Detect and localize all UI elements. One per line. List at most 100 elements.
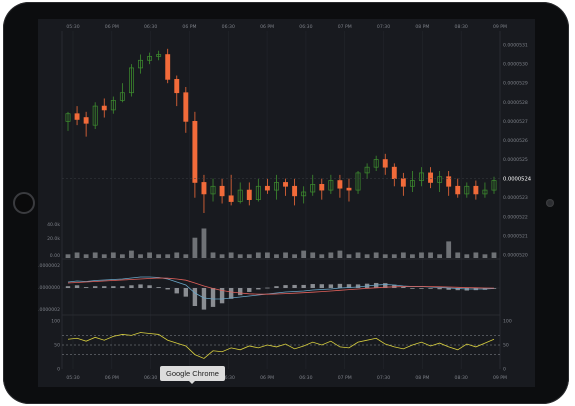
price-label: 0.0000520 bbox=[503, 253, 528, 259]
macd-histogram-bar bbox=[337, 283, 343, 288]
macd-histogram-bar bbox=[65, 286, 71, 288]
volume-bar bbox=[464, 254, 470, 258]
volume-bar bbox=[419, 252, 424, 258]
macd-histogram-bar bbox=[210, 288, 216, 307]
volume-bar bbox=[74, 252, 80, 258]
candle bbox=[255, 185, 261, 200]
macd-histogram-bar bbox=[274, 286, 279, 288]
home-button[interactable] bbox=[13, 192, 35, 214]
macd-histogram-bar bbox=[192, 288, 198, 306]
candle bbox=[283, 182, 288, 187]
macd-histogram-bar bbox=[165, 288, 170, 290]
candle bbox=[65, 113, 71, 122]
candle bbox=[219, 185, 225, 197]
macd-histogram-bar bbox=[355, 284, 361, 288]
macd-histogram-bar bbox=[346, 284, 352, 288]
volume-bar bbox=[174, 252, 180, 258]
candle bbox=[264, 185, 270, 191]
macd-label: 0.0000002 bbox=[38, 263, 60, 269]
candle bbox=[183, 92, 189, 122]
candle bbox=[228, 195, 234, 202]
volume-bar bbox=[283, 252, 288, 258]
rsi-right-label: 50 bbox=[503, 343, 509, 349]
price-chart[interactable]: 05:30 05:30 06 PM 06 PM 06:30 06:30 06 PM 06 PM… bbox=[38, 19, 535, 387]
price-label: 0.0000531 bbox=[503, 43, 528, 49]
volume-bar bbox=[219, 254, 225, 258]
candle bbox=[491, 180, 497, 191]
candle bbox=[373, 159, 379, 168]
price-label: 0.0000527 bbox=[503, 119, 528, 125]
time-label-bottom: 06:30 bbox=[299, 375, 312, 381]
macd-histogram-bar bbox=[219, 288, 225, 304]
camera-icon bbox=[546, 199, 554, 207]
rsi-line bbox=[67, 332, 495, 359]
volume-bar bbox=[65, 254, 71, 258]
volume-label: 40.0k bbox=[47, 222, 60, 228]
volume-bar bbox=[382, 254, 388, 258]
macd-histogram-bar bbox=[228, 288, 234, 299]
candle bbox=[92, 105, 98, 126]
macd-histogram-bar bbox=[83, 287, 89, 288]
time-label-top: 07:30 bbox=[377, 24, 390, 30]
price-label: 0.0000526 bbox=[503, 138, 528, 144]
candle bbox=[165, 54, 171, 80]
macd-histogram-bar bbox=[383, 283, 388, 288]
candle bbox=[382, 159, 388, 168]
volume-bar bbox=[147, 252, 152, 258]
macd-histogram-bar bbox=[120, 286, 125, 288]
macd-histogram-bar bbox=[111, 286, 116, 288]
candle bbox=[274, 182, 279, 191]
volume-bar bbox=[201, 228, 207, 258]
volume-bar bbox=[192, 237, 198, 258]
time-label-top: 06:30 bbox=[299, 24, 312, 30]
macd-histogram-bar bbox=[328, 284, 334, 288]
macd-histogram-bar bbox=[156, 287, 161, 288]
candle bbox=[409, 180, 415, 187]
candle bbox=[201, 182, 207, 195]
candle bbox=[346, 187, 352, 191]
candle bbox=[355, 172, 361, 191]
volume-label: 0.00 bbox=[50, 253, 60, 259]
volume-bar bbox=[129, 250, 134, 258]
price-label: 0.0000522 bbox=[503, 214, 528, 220]
volume-bar bbox=[210, 252, 216, 258]
volume-bar bbox=[228, 252, 234, 258]
volume-bar bbox=[83, 254, 89, 258]
macd-histogram-bar bbox=[74, 285, 80, 288]
volume-bar bbox=[337, 250, 343, 258]
candle bbox=[246, 189, 252, 200]
candle bbox=[138, 59, 143, 69]
rsi-label: 50 bbox=[54, 343, 60, 349]
volume-bar bbox=[310, 252, 316, 258]
candle bbox=[464, 185, 470, 195]
volume-bar bbox=[400, 252, 406, 258]
volume-bar bbox=[274, 254, 279, 258]
volume-bar bbox=[364, 254, 370, 258]
volume-bar bbox=[292, 254, 297, 258]
candle bbox=[210, 185, 216, 195]
volume-bar bbox=[446, 241, 452, 258]
time-label-top: 06:30 bbox=[222, 24, 235, 30]
volume-bar bbox=[119, 254, 125, 258]
macd-histogram-bar bbox=[265, 287, 270, 289]
rsi-label: 0 bbox=[57, 367, 60, 373]
volume-bar bbox=[319, 254, 325, 258]
macd-histogram-bar bbox=[283, 285, 288, 288]
volume-bar bbox=[355, 252, 361, 258]
volume-bar bbox=[391, 254, 397, 258]
candle bbox=[192, 121, 198, 183]
candle bbox=[473, 185, 479, 195]
rsi-right-label: 100 bbox=[503, 319, 512, 325]
macd-histogram-bar bbox=[174, 288, 179, 294]
candle bbox=[147, 56, 153, 61]
candle bbox=[428, 172, 434, 183]
macd-histogram-bar bbox=[92, 286, 98, 288]
trading-chart-screen[interactable]: 05:30 05:30 06 PM 06 PM 06:30 06:30 06 PM 06 PM… bbox=[38, 19, 535, 387]
volume-bar bbox=[237, 254, 243, 258]
candle bbox=[337, 180, 343, 189]
candle bbox=[83, 117, 89, 124]
volume-bar bbox=[482, 254, 488, 258]
macd-histogram-bar bbox=[392, 284, 397, 288]
time-label-top: 07 PM bbox=[338, 24, 352, 30]
candle bbox=[237, 189, 243, 202]
